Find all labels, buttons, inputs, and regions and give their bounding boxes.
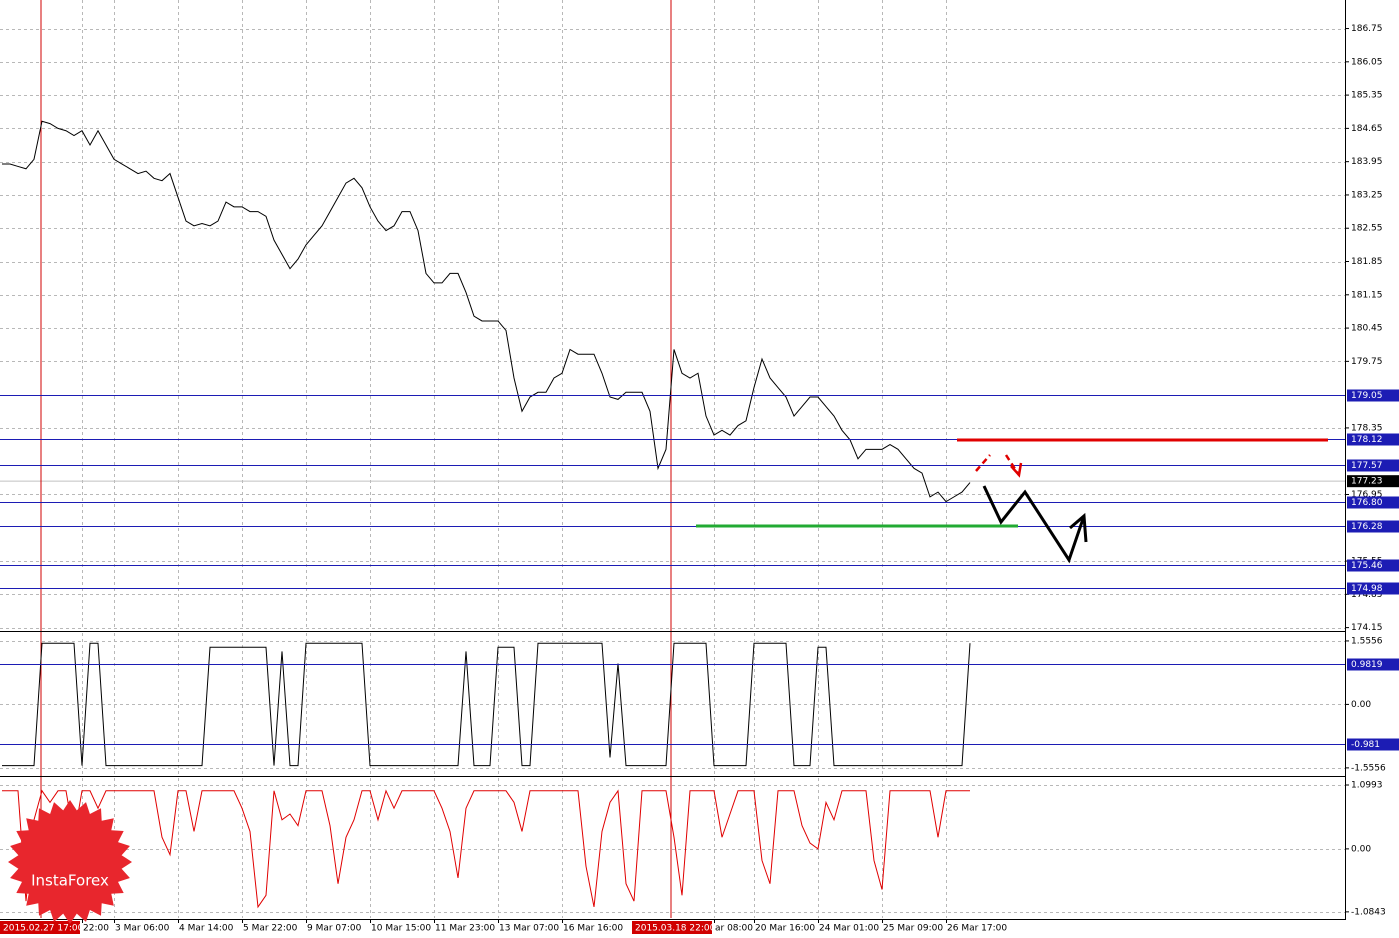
level-box: [1347, 582, 1399, 595]
y-tick-label: 174.15: [1351, 623, 1383, 633]
y-tick-label: 184.65: [1351, 124, 1383, 134]
level-label: 177.57: [1351, 461, 1383, 471]
x-tick-label: 22:00: [83, 924, 109, 934]
x-tick-label: ar 08:00: [715, 924, 753, 934]
logo-badge: [8, 800, 132, 924]
logo: InstaForex: [8, 800, 132, 924]
y-tick-label: 186.75: [1351, 24, 1383, 34]
x-tick-label: 24 Mar 01:00: [819, 924, 879, 934]
level-box: [1347, 738, 1399, 751]
level-box: [1347, 658, 1399, 671]
level-box: [1347, 433, 1399, 446]
y-tick-label: -1.5556: [1351, 763, 1386, 773]
level-box: [1347, 496, 1399, 509]
level-label: 175.46: [1351, 561, 1383, 571]
x-tick-label: 13 Mar 07:00: [499, 924, 559, 934]
level-label: 176.28: [1351, 522, 1383, 532]
y-tick-label: -1.0843: [1351, 907, 1386, 917]
grid-layer: [0, 0, 1345, 918]
x-tick-label: 9 Mar 07:00: [307, 924, 362, 934]
y-tick-label: 0.00: [1351, 700, 1371, 710]
time-marker: 2015.02.27 17:00: [3, 924, 84, 934]
x-tick-label: 20 Mar 16:00: [755, 924, 815, 934]
x-tick-label: 25 Mar 09:00: [883, 924, 943, 934]
y-tick-label: 178.35: [1351, 423, 1383, 433]
y-tick-label: 183.95: [1351, 157, 1383, 167]
alt-forecast-arrowhead: [1010, 462, 1023, 478]
y-tick-label: 179.75: [1351, 357, 1383, 367]
x-tick-label: 10 Mar 15:00: [371, 924, 431, 934]
x-tick-label: 26 Mar 17:00: [947, 924, 1007, 934]
series-line: [2, 642, 971, 767]
series-line: [2, 120, 971, 503]
level-box: [1347, 389, 1399, 402]
y-tick-label: 181.15: [1351, 290, 1383, 300]
level-box: [1347, 459, 1399, 472]
y-tick-label: 174.85: [1351, 590, 1383, 600]
level-label: 174.98: [1351, 584, 1383, 594]
level-label: 179.05: [1351, 391, 1383, 401]
y-tick-label: 1.5556: [1351, 636, 1383, 646]
y-tick-label: 1.0993: [1351, 781, 1383, 791]
logo-text: InstaForex: [31, 872, 109, 890]
y-tick-label: 0.00: [1351, 844, 1371, 854]
level-label: 178.12: [1351, 435, 1383, 445]
level-box: [1347, 559, 1399, 572]
time-marker-box: [632, 921, 712, 934]
y-tick-label: 185.35: [1351, 91, 1383, 101]
y-tick-label: 181.85: [1351, 257, 1383, 267]
x-tick-label: 16 Mar 16:00: [563, 924, 623, 934]
level-box: [1347, 520, 1399, 533]
last-price-box: [1347, 475, 1399, 488]
x-tick-label: 4 Mar 14:00: [179, 924, 234, 934]
level-label: 0.9819: [1351, 660, 1383, 670]
alt-forecast: [975, 454, 991, 472]
y-tick-label: 183.25: [1351, 190, 1383, 200]
x-tick-label: 3 Mar 06:00: [115, 924, 170, 934]
forecast-path: [982, 485, 1086, 564]
time-marker-box: [0, 921, 80, 934]
level-label: 176.80: [1351, 498, 1383, 508]
y-tick-label: 176.95: [1351, 490, 1383, 500]
last-price-label: 177.23: [1351, 477, 1383, 487]
y-tick-label: 186.05: [1351, 57, 1383, 67]
forecast-arrowhead: [1069, 512, 1088, 543]
y-tick-label: 180.45: [1351, 324, 1383, 334]
x-tick-label: 5 Mar 22:00: [243, 924, 298, 934]
series-line: [2, 789, 970, 909]
alt-forecast: [1004, 454, 1021, 476]
data-layer: [0, 120, 1345, 909]
time-marker: 2015.03.18 22:00: [635, 924, 716, 934]
y-tick-label: 182.55: [1351, 224, 1383, 234]
x-tick-label: 11 Mar 23:00: [435, 924, 495, 934]
level-label: -0.981: [1351, 740, 1380, 750]
